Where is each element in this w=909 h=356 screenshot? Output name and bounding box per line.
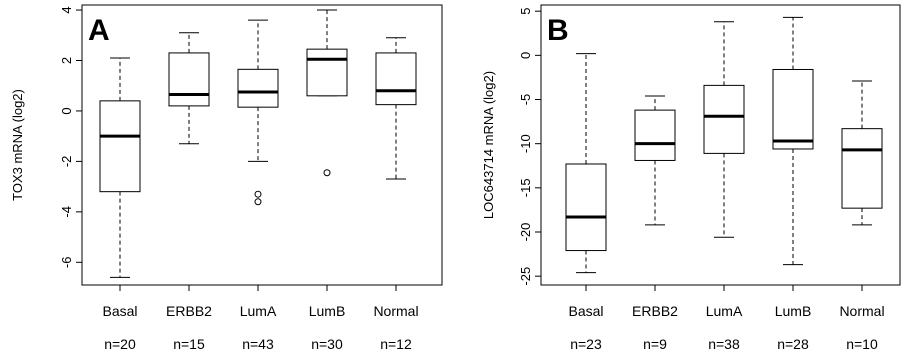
box-basal	[565, 53, 607, 274]
y-axis-label: LOC643714 mRNA (log2)	[481, 71, 496, 219]
sample-count-label: n=10	[846, 336, 878, 352]
y-axis-label: TOX3 mRNA (log2)	[10, 89, 25, 201]
box-lumb	[772, 16, 814, 266]
y-tick-label: -20	[518, 223, 533, 242]
y-tick-label: 4	[59, 6, 74, 13]
y-tick-label: 0	[518, 52, 533, 59]
box-normal	[841, 80, 883, 226]
y-tick-label: 0	[59, 107, 74, 114]
sample-count-label: n=43	[242, 336, 274, 352]
sample-count-label: n=28	[777, 336, 809, 352]
y-tick-label: 2	[59, 57, 74, 64]
x-category-label: ERBB2	[166, 303, 212, 319]
plot-frame	[540, 4, 901, 286]
iqr-box	[99, 100, 141, 193]
iqr-box	[565, 163, 607, 252]
x-category-label: LumA	[240, 303, 277, 319]
sample-count-label: n=30	[311, 336, 343, 352]
iqr-box	[703, 84, 745, 154]
y-tick-label: -5	[518, 94, 533, 106]
x-category-label: ERBB2	[632, 303, 678, 319]
iqr-box	[306, 48, 348, 97]
y-tick-label: -25	[518, 267, 533, 286]
x-category-label: LumA	[706, 303, 743, 319]
box-basal	[99, 57, 141, 278]
box-luma	[237, 19, 279, 206]
panel-letter: A	[88, 14, 110, 47]
y-tick-label: -4	[59, 206, 74, 218]
outlier-point	[323, 169, 331, 177]
sample-count-label: n=12	[380, 336, 412, 352]
sample-count-label: n=20	[104, 336, 136, 352]
x-category-label: Normal	[839, 303, 884, 319]
box-luma	[703, 21, 745, 238]
box-erbb2	[634, 95, 676, 226]
iqr-box	[237, 68, 279, 108]
iqr-box	[772, 68, 814, 150]
iqr-box	[634, 109, 676, 161]
panel-letter: B	[547, 14, 569, 47]
box-normal	[375, 37, 417, 180]
x-category-label: LumB	[309, 303, 346, 319]
box-lumb	[306, 9, 348, 177]
y-tick-label: -2	[59, 156, 74, 168]
iqr-box	[168, 52, 210, 107]
sample-count-label: n=15	[173, 336, 205, 352]
sample-count-label: n=23	[570, 336, 602, 352]
iqr-box	[841, 128, 883, 209]
iqr-box	[375, 52, 417, 106]
y-tick-label: -10	[518, 134, 533, 153]
y-tick-label: -15	[518, 178, 533, 197]
box-erbb2	[168, 32, 210, 145]
x-category-label: Normal	[373, 303, 418, 319]
outlier-point	[254, 198, 262, 206]
x-category-label: LumB	[775, 303, 812, 319]
x-category-label: Basal	[568, 303, 603, 319]
y-tick-label: -6	[59, 257, 74, 269]
panel-b: 5 0 -5 -10 -15 -20 -25 LOC643714 mRNA (log2) B Ba…	[481, 4, 901, 352]
outlier-point	[254, 190, 262, 198]
plot-frame	[81, 4, 443, 286]
y-tick-label: 5	[518, 8, 533, 15]
x-category-label: Basal	[102, 303, 137, 319]
panel-a: 4 2 0 -2 -4 -6 TOX3 mRNA (log2) A Basal n=20 ERBB2…	[10, 4, 443, 352]
sample-count-label: n=9	[643, 336, 667, 352]
sample-count-label: n=38	[708, 336, 740, 352]
